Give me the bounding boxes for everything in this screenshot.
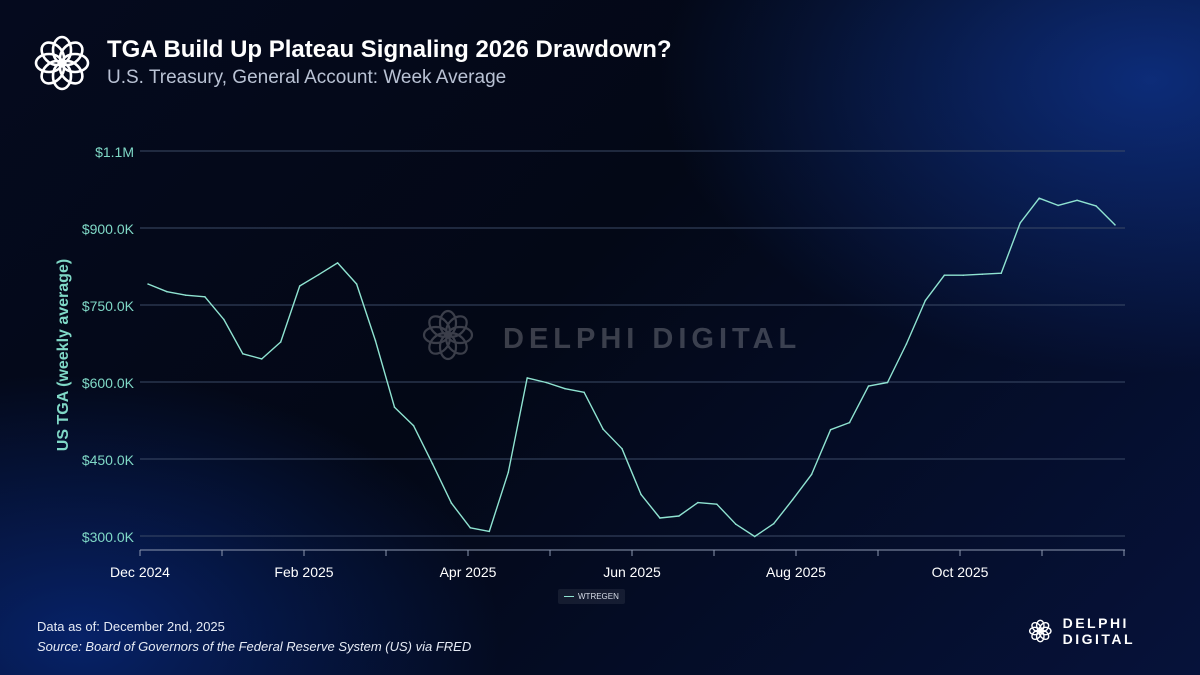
x-tick-label: Dec 2024 [110, 564, 170, 580]
legend-swatch [564, 595, 574, 598]
data-as-of: Data as of: December 2nd, 2025 [37, 619, 225, 634]
watermark-text: DELPHI DIGITAL [503, 323, 801, 355]
data-point [1057, 204, 1059, 207]
legend[interactable]: WTREGEN [558, 589, 625, 604]
data-point [602, 428, 604, 431]
data-point [185, 294, 187, 297]
data-point [810, 473, 813, 476]
data-point [1000, 272, 1002, 275]
y-tick-label: $450.0K [82, 452, 135, 468]
x-tick-label: Feb 2025 [274, 564, 333, 580]
data-point [166, 290, 168, 293]
data-point [355, 283, 358, 285]
x-tick-label: Apr 2025 [440, 564, 497, 580]
data-point [735, 523, 737, 525]
y-tick-label: $300.0K [82, 529, 135, 545]
data-point [412, 424, 415, 427]
data-point [1095, 205, 1097, 207]
data-point [261, 358, 263, 360]
series-line-wtregen [147, 197, 1116, 538]
data-point [204, 296, 206, 298]
data-point [791, 498, 794, 501]
data-point [1076, 199, 1078, 202]
delphi-logo-icon [34, 35, 90, 91]
data-point [981, 273, 984, 276]
x-tick-label: Oct 2025 [932, 564, 989, 580]
data-point [753, 535, 756, 538]
y-tick-label: $900.0K [82, 221, 135, 237]
brand-logo-icon [1028, 619, 1052, 643]
watermark-logo-icon [422, 309, 474, 361]
y-tick-label: $600.0K [82, 375, 135, 391]
source-note: Source: Board of Governors of the Federa… [37, 639, 472, 654]
data-point [450, 502, 453, 504]
x-tick-label: Jun 2025 [603, 564, 661, 580]
data-point [526, 377, 528, 379]
data-point [697, 501, 699, 504]
data-point [336, 262, 339, 264]
legend-label: WTREGEN [578, 592, 619, 601]
data-point [621, 447, 623, 450]
data-point [716, 503, 718, 506]
y-tick-label: $1.1M [95, 144, 134, 160]
data-point [583, 391, 585, 394]
chart-subtitle: U.S. Treasury, General Account: Week Ave… [107, 67, 507, 88]
data-point [469, 527, 472, 529]
data-point [317, 273, 320, 276]
data-point [640, 493, 642, 496]
watermark: DELPHI DIGITAL [422, 309, 801, 361]
data-point [242, 353, 244, 355]
data-point [924, 299, 927, 302]
data-point [772, 522, 775, 525]
data-point [223, 318, 225, 321]
data-point [507, 471, 510, 474]
data-point [678, 515, 680, 517]
data-point [279, 341, 282, 343]
data-point [886, 381, 889, 384]
data-point [962, 274, 965, 277]
brand-name: DELPHI DIGITAL [1062, 615, 1136, 647]
data-point [848, 421, 851, 424]
data-point [393, 406, 396, 409]
data-point [298, 285, 301, 287]
data-point [1038, 197, 1040, 199]
data-point [1019, 222, 1021, 224]
data-point [829, 428, 832, 431]
brand: DELPHI DIGITAL [1028, 615, 1200, 647]
data-point [1114, 224, 1116, 226]
data-point [905, 343, 908, 345]
data-point [374, 340, 377, 342]
data-point [659, 517, 661, 519]
data-point [943, 274, 946, 277]
data-point [564, 387, 566, 390]
data-point [431, 462, 434, 465]
data-point [867, 385, 870, 387]
x-tick-label: Aug 2025 [766, 564, 826, 580]
data-point [488, 530, 491, 533]
chart-title: TGA Build Up Plateau Signaling 2026 Draw… [107, 36, 672, 63]
data-point [545, 381, 547, 384]
data-point [147, 283, 149, 285]
y-tick-label: $750.0K [82, 298, 135, 314]
